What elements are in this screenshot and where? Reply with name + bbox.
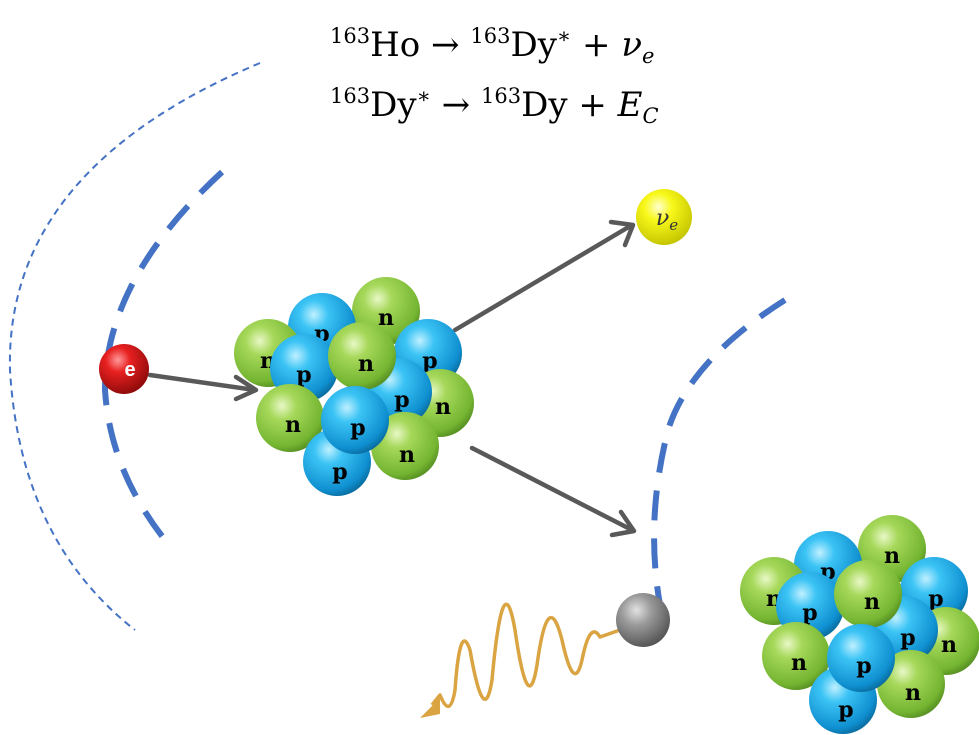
- neutron-label: n: [791, 650, 807, 676]
- proton-label: p: [350, 415, 365, 441]
- energy-subscript: C: [642, 104, 659, 128]
- element-symbol: Dy: [510, 25, 557, 65]
- reaction-arrow: →: [441, 85, 471, 125]
- daughter-nucleus: n p n p n p p n n n p p: [740, 515, 979, 734]
- element-symbol: Ho: [370, 25, 421, 65]
- capture-arrow: [147, 372, 259, 402]
- excited-marker: ∗: [556, 24, 572, 48]
- equation-deexcitation: 163Dy∗ → 163Dy + EC: [330, 86, 659, 127]
- plus-sign: +: [578, 85, 607, 125]
- neutron: [762, 622, 830, 690]
- photon-arrowhead: [420, 698, 440, 718]
- neutron-label: n: [905, 680, 921, 706]
- neutrino-symbol: ν: [621, 25, 642, 65]
- neutron: [328, 322, 396, 390]
- neutron: [877, 650, 945, 718]
- proton-label: p: [856, 653, 871, 679]
- neutrino-subscript: e: [669, 216, 678, 234]
- proton-label: p: [422, 348, 437, 374]
- proton-label: p: [332, 459, 347, 485]
- neutron-label: n: [941, 632, 957, 658]
- neutron-label: n: [884, 543, 900, 569]
- daughter-shell-thick: [651, 297, 787, 606]
- electron-label: e: [124, 359, 135, 381]
- neutron-label: n: [399, 442, 415, 468]
- recoil-arrow: [469, 445, 637, 538]
- proton-label: p: [900, 625, 915, 651]
- excited-marker: ∗: [416, 84, 431, 108]
- neutrino: [636, 189, 692, 245]
- mass-number: 163: [330, 84, 371, 108]
- neutrino-subscript: e: [641, 44, 655, 68]
- neutron: [371, 412, 439, 480]
- neutron-label: n: [358, 351, 374, 377]
- neutron-label: n: [285, 412, 301, 438]
- proton-label: p: [928, 586, 943, 612]
- neutron: [834, 560, 902, 628]
- mass-number: 163: [480, 84, 522, 108]
- parent-nucleus: n p n p n p p n n n p p: [234, 277, 474, 496]
- proton: [321, 386, 389, 454]
- photon-wave: [430, 602, 621, 708]
- neutrino-symbol: ν: [656, 206, 669, 231]
- outer-shell-thin: [8, 62, 261, 631]
- neutron-label: n: [435, 394, 451, 420]
- energy-symbol: E: [617, 85, 643, 125]
- neutrino-arrow: [452, 219, 636, 333]
- neutrino-label: νe: [656, 206, 678, 234]
- element-symbol: Dy: [370, 85, 417, 125]
- proton-label: p: [838, 697, 853, 723]
- proton-label: p: [802, 600, 817, 626]
- proton: [827, 624, 895, 692]
- proton-label: p: [296, 362, 311, 388]
- mass-number: 163: [470, 24, 511, 48]
- mass-number: 163: [330, 24, 371, 48]
- daughter-atom: [616, 593, 670, 647]
- reaction-arrow: →: [431, 25, 460, 65]
- equation-capture: 163Ho → 163Dy∗ + νe: [330, 26, 654, 67]
- neutron: [256, 384, 324, 452]
- electron: [99, 344, 149, 394]
- element-symbol: Dy: [521, 85, 568, 125]
- neutron-label: n: [864, 589, 880, 615]
- neutron-label: n: [378, 305, 394, 331]
- plus-sign: +: [582, 25, 611, 65]
- proton-label: p: [394, 387, 409, 413]
